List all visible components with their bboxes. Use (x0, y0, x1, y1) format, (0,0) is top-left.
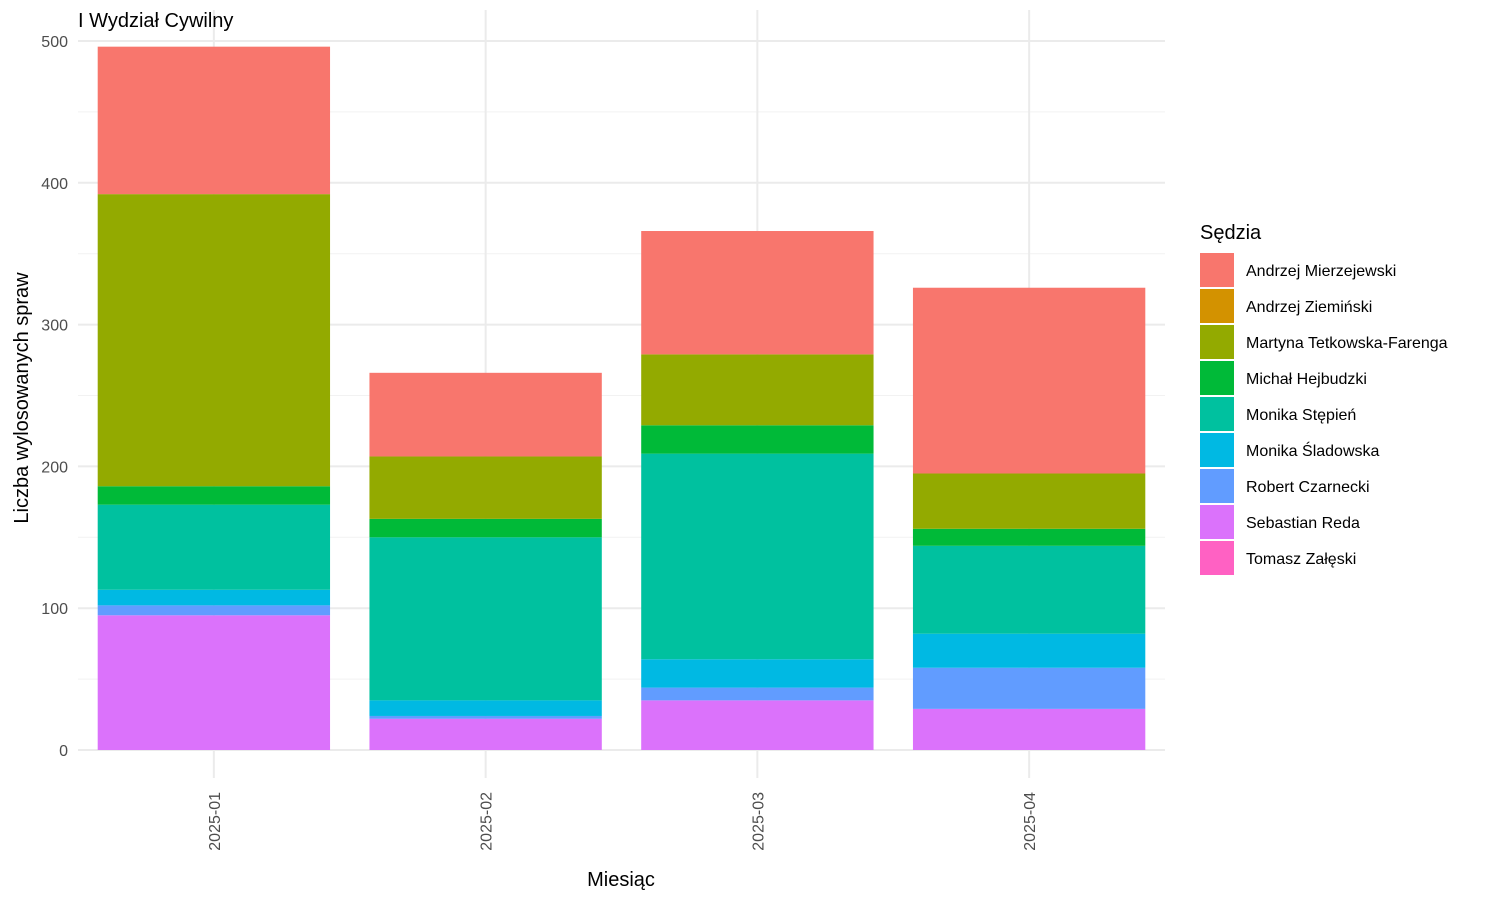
bar-segment (369, 700, 602, 716)
bar-segment (97, 589, 331, 606)
y-tick-label: 400 (41, 176, 68, 193)
bar-segment (369, 456, 602, 519)
bar-segment (97, 615, 331, 750)
legend-swatch (1200, 325, 1234, 359)
bar-segment (97, 194, 331, 487)
legend-label: Monika Stępień (1246, 407, 1356, 424)
x-tick-label: 2025-01 (207, 792, 224, 851)
x-axis: 2025-01 2025-02 2025-03 2025-04 (207, 792, 1039, 851)
legend-swatch (1200, 433, 1234, 467)
chart-title: I Wydział Cywilny (78, 10, 233, 32)
legend-label: Michał Hejbudzki (1246, 371, 1367, 388)
y-tick-label: 100 (41, 601, 68, 618)
y-tick-label: 200 (41, 459, 68, 476)
legend-label: Tomasz Załęski (1246, 551, 1356, 568)
bar-segment (97, 605, 331, 616)
legend-label: Andrzej Ziemiński (1246, 299, 1372, 316)
bar-segment (641, 687, 874, 701)
bar-segment (912, 633, 1146, 668)
bar-segment (369, 372, 602, 457)
bar-segment (641, 231, 874, 355)
x-tick-label: 2025-03 (750, 792, 767, 851)
legend: Andrzej Mierzejewski Andrzej Ziemiński Mar… (1200, 253, 1448, 575)
bar-segment (641, 354, 874, 426)
bar-segment (369, 537, 602, 701)
x-tick-label: 2025-02 (479, 792, 496, 851)
legend-swatch (1200, 361, 1234, 395)
legend-label: Sebastian Reda (1246, 515, 1360, 532)
bars-layer (97, 46, 1146, 750)
bar-segment (369, 718, 602, 750)
y-tick-label: 300 (41, 318, 68, 335)
bar-segment (369, 715, 602, 719)
legend-label: Robert Czarnecki (1246, 479, 1370, 496)
legend-swatch (1200, 505, 1234, 539)
legend-swatch (1200, 541, 1234, 575)
y-tick-label: 0 (59, 743, 68, 760)
bar-segment (912, 708, 1146, 750)
y-axis: 0 100 200 300 400 500 (41, 34, 68, 760)
y-axis-title: Liczba wylosowanych spraw (11, 272, 33, 524)
legend-swatch (1200, 469, 1234, 503)
legend-label: Andrzej Mierzejewski (1246, 263, 1396, 280)
bar-segment (912, 545, 1146, 634)
bar-segment (912, 473, 1146, 529)
bar-segment (641, 425, 874, 454)
legend-swatch (1200, 253, 1234, 287)
legend-swatch (1200, 289, 1234, 323)
x-axis-title: Miesiąc (587, 869, 655, 891)
bar-segment (912, 528, 1146, 546)
bar-segment (912, 667, 1146, 709)
legend-swatch (1200, 397, 1234, 431)
bar-segment (369, 518, 602, 538)
bar-segment (912, 287, 1146, 474)
bar-segment (641, 453, 874, 660)
bar-segment (97, 504, 331, 590)
bar-segment (641, 659, 874, 688)
legend-title: Sędzia (1200, 222, 1262, 244)
legend-label: Monika Śladowska (1246, 441, 1380, 460)
bar-segment (97, 486, 331, 505)
y-tick-label: 500 (41, 34, 68, 51)
bar-segment (97, 46, 331, 195)
legend-label: Martyna Tetkowska-Farenga (1246, 335, 1448, 352)
x-tick-label: 2025-04 (1022, 792, 1039, 851)
bar-segment (641, 700, 874, 750)
